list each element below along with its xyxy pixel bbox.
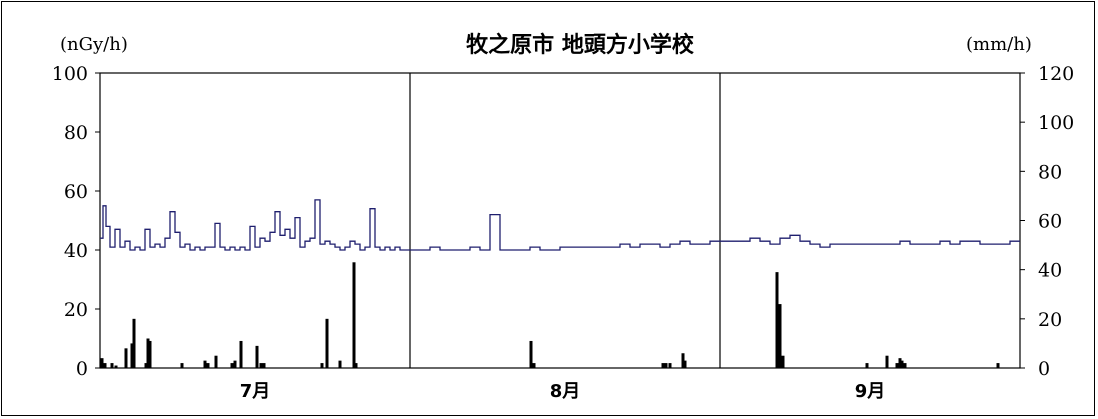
rainfall-bar	[895, 363, 899, 368]
rainfall-bar	[110, 363, 114, 368]
rainfall-bar	[262, 363, 266, 368]
month-label: 7月	[240, 381, 271, 402]
right-tick-label: 120	[1038, 63, 1074, 85]
rainfall-bar	[778, 304, 782, 368]
left-tick-label: 60	[64, 181, 88, 203]
rainfall-bar	[529, 340, 533, 368]
right-tick-label: 40	[1038, 260, 1062, 282]
rainfall-bar	[206, 363, 210, 368]
rainfall-bar	[320, 363, 324, 368]
rainfall-bar	[103, 363, 107, 368]
left-tick-label: 100	[52, 63, 88, 85]
rainfall-bar	[996, 363, 1000, 368]
right-axis: 0 20 40 60 80 100 120	[1020, 63, 1074, 380]
dose-rate-line	[100, 199, 1020, 251]
right-axis-unit: (mm/h)	[966, 34, 1032, 55]
month-label: 9月	[855, 381, 886, 402]
rainfall-bar	[144, 363, 148, 368]
right-tick-label: 20	[1038, 309, 1062, 331]
rainfall-bar	[352, 262, 356, 368]
left-tick-label: 80	[64, 122, 88, 144]
rainfall-bar	[898, 358, 902, 368]
rainfall-bars	[100, 262, 1000, 368]
left-axis-unit: (nGy/h)	[60, 34, 128, 55]
rainfall-bar	[325, 318, 329, 368]
rainfall-bar	[124, 348, 128, 368]
rainfall-bar	[532, 363, 536, 368]
plot-border	[99, 72, 1021, 369]
rainfall-bar	[100, 358, 104, 368]
right-tick-label: 60	[1038, 211, 1062, 233]
chart-title: 牧之原市 地頭方小学校	[466, 32, 695, 58]
rainfall-bar	[255, 345, 259, 368]
left-tick-label: 20	[64, 299, 88, 321]
rainfall-bar	[900, 360, 904, 368]
rainfall-bar	[354, 363, 358, 368]
left-tick-label: 0	[76, 358, 88, 380]
right-tick-label: 80	[1038, 161, 1062, 183]
rainfall-bar	[664, 363, 668, 368]
left-axis: 0 20 40 60 80 100	[52, 63, 100, 380]
dose-rate-series-line	[100, 199, 1020, 251]
rainfall-bar	[233, 360, 237, 368]
rainfall-bar	[683, 360, 687, 368]
rainfall-bar	[775, 272, 779, 368]
rainfall-bar	[146, 338, 150, 368]
month-dividers	[409, 73, 721, 368]
rainfall-bar	[239, 340, 243, 368]
rainfall-bar	[230, 363, 234, 368]
rainfall-bar	[148, 340, 152, 368]
plot-area	[99, 72, 1021, 369]
rainfall-bar	[681, 353, 685, 368]
rainfall-bar	[214, 355, 218, 368]
rainfall-bar	[865, 363, 869, 368]
rainfall-bar	[114, 365, 118, 368]
rainfall-bar	[661, 363, 665, 368]
rainfall-bar	[130, 343, 134, 368]
rainfall-bar	[132, 318, 136, 368]
x-axis: 7月 8月 9月	[240, 381, 886, 402]
rainfall-bar	[668, 363, 672, 368]
month-label: 8月	[550, 381, 581, 402]
rainfall-bar	[259, 363, 263, 368]
rainfall-bar	[885, 355, 889, 368]
right-tick-label: 0	[1038, 358, 1050, 380]
rainfall-bar	[180, 363, 184, 368]
rainfall-bar	[203, 360, 207, 368]
right-tick-label: 100	[1038, 112, 1074, 134]
rainfall-bar	[338, 360, 342, 368]
rainfall-bar	[903, 363, 907, 368]
left-tick-label: 40	[64, 240, 88, 262]
rainfall-bar	[781, 355, 785, 368]
